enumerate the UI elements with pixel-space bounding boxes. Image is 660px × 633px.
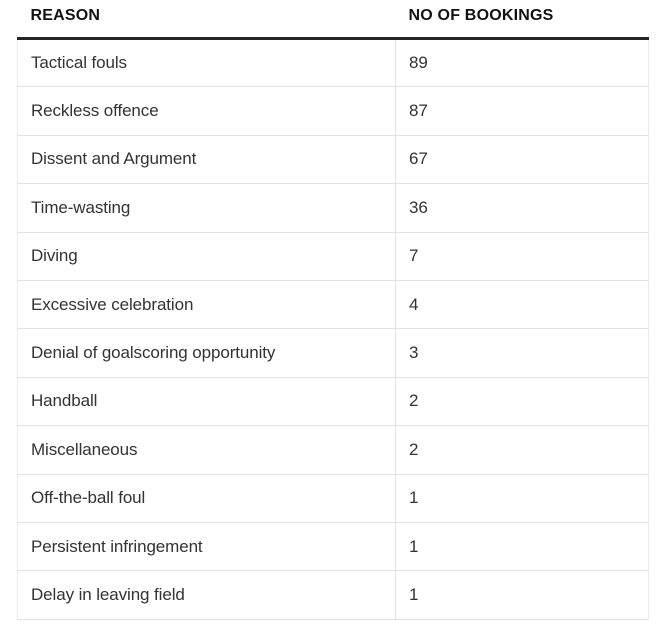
- bookings-cell: 1: [395, 474, 649, 523]
- bookings-cell: 67: [395, 135, 649, 185]
- header-row: REASON NO OF BOOKINGS: [17, 0, 649, 40]
- reason-cell: Denial of goalscoring opportunity: [17, 328, 396, 378]
- reason-cell: Off-the-ball foul: [17, 474, 396, 523]
- table-row: Time-wasting 36: [17, 183, 649, 233]
- table-row: Diving 7: [17, 232, 649, 281]
- table-row: Denial of goalscoring opportunity 3: [17, 328, 649, 378]
- table-row: Excessive celebration 4: [17, 280, 649, 330]
- bookings-cell: 1: [395, 570, 649, 620]
- reason-cell: Dissent and Argument: [17, 135, 396, 185]
- bookings-cell: 4: [395, 280, 649, 330]
- table-row: Dissent and Argument 67: [17, 135, 649, 185]
- table-row: Handball 2: [17, 377, 649, 427]
- table-row: Tactical fouls 89: [17, 38, 649, 88]
- bookings-cell: 2: [395, 377, 649, 427]
- reason-cell: Time-wasting: [17, 183, 396, 233]
- table-row: Persistent infringement 1: [17, 522, 649, 572]
- reason-cell: Diving: [17, 232, 396, 281]
- bookings-cell: 36: [395, 183, 649, 233]
- reason-cell: Handball: [17, 377, 396, 427]
- reason-cell: Tactical fouls: [17, 38, 396, 88]
- bookings-table: REASON NO OF BOOKINGS Tactical fouls 89 …: [17, 0, 649, 620]
- column-header-reason: REASON: [17, 0, 396, 40]
- reason-cell: Persistent infringement: [17, 522, 396, 572]
- bookings-cell: 3: [395, 328, 649, 378]
- bookings-cell: 2: [395, 425, 649, 475]
- table-row: Delay in leaving field 1: [17, 570, 649, 620]
- reason-cell: Miscellaneous: [17, 425, 396, 475]
- reason-cell: Excessive celebration: [17, 280, 396, 330]
- bookings-cell: 87: [395, 86, 649, 136]
- table-row: Miscellaneous 2: [17, 425, 649, 475]
- reason-cell: Delay in leaving field: [17, 570, 396, 620]
- table-row: Off-the-ball foul 1: [17, 474, 649, 523]
- reason-cell: Reckless offence: [17, 86, 396, 136]
- bookings-cell: 1: [395, 522, 649, 572]
- column-header-bookings: NO OF BOOKINGS: [395, 0, 649, 40]
- bookings-cell: 7: [395, 232, 649, 281]
- table-row: Reckless offence 87: [17, 86, 649, 136]
- bookings-cell: 89: [395, 38, 649, 88]
